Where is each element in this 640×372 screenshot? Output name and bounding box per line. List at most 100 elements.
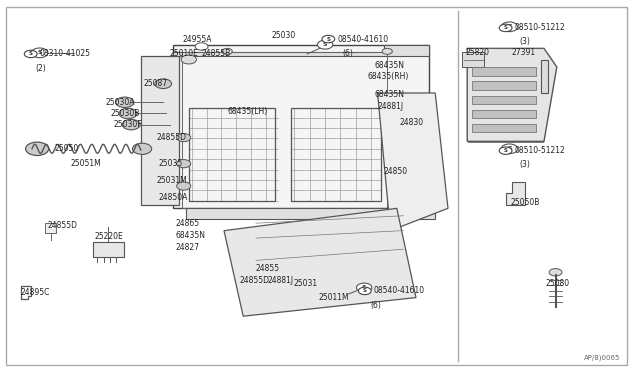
- Circle shape: [499, 24, 512, 32]
- Text: (3): (3): [520, 37, 531, 46]
- Circle shape: [181, 55, 196, 64]
- Text: 68435(RH): 68435(RH): [368, 72, 410, 81]
- Polygon shape: [467, 48, 557, 141]
- Text: S: S: [363, 288, 367, 294]
- Bar: [189, 108, 275, 201]
- Circle shape: [119, 108, 137, 119]
- Circle shape: [358, 287, 371, 295]
- Polygon shape: [472, 96, 536, 104]
- Text: 25031M: 25031M: [157, 176, 188, 185]
- Text: 25050B: 25050B: [511, 198, 540, 207]
- Bar: [462, 52, 484, 67]
- Text: 25010E: 25010E: [170, 49, 198, 58]
- Bar: [45, 223, 56, 232]
- Text: 24881J: 24881J: [378, 102, 404, 110]
- Text: 25030A: 25030A: [106, 98, 135, 107]
- Polygon shape: [472, 110, 536, 118]
- Text: S: S: [37, 50, 42, 55]
- Polygon shape: [173, 45, 429, 56]
- Circle shape: [24, 50, 37, 58]
- Polygon shape: [224, 208, 416, 316]
- Text: (6): (6): [370, 301, 381, 310]
- Text: S: S: [504, 25, 508, 31]
- Text: 68435(LH): 68435(LH): [227, 107, 268, 116]
- Circle shape: [132, 143, 152, 154]
- Text: (3): (3): [520, 160, 531, 169]
- Circle shape: [501, 144, 518, 154]
- Text: 25087: 25087: [144, 79, 168, 88]
- Text: 68435N: 68435N: [374, 61, 404, 70]
- Polygon shape: [378, 93, 448, 231]
- Text: 68435N: 68435N: [176, 231, 206, 240]
- Text: 08540-41610: 08540-41610: [374, 286, 425, 295]
- Text: 25011M: 25011M: [319, 293, 349, 302]
- Text: 08510-51212: 08510-51212: [515, 23, 565, 32]
- Circle shape: [122, 119, 140, 130]
- Polygon shape: [506, 182, 525, 205]
- Text: S: S: [362, 285, 367, 290]
- Bar: [182, 52, 387, 208]
- Text: 25030B: 25030B: [110, 109, 140, 118]
- Text: 24850: 24850: [384, 167, 408, 176]
- Text: AP/8)0065: AP/8)0065: [584, 355, 621, 361]
- Circle shape: [26, 142, 49, 155]
- Polygon shape: [141, 56, 179, 205]
- Text: 25820: 25820: [466, 48, 490, 57]
- Circle shape: [31, 48, 48, 58]
- Text: 24855D: 24855D: [240, 276, 270, 285]
- Text: S: S: [326, 36, 330, 42]
- Text: 08510-51212: 08510-51212: [515, 146, 565, 155]
- Text: 24827: 24827: [176, 243, 200, 252]
- Text: 25220E: 25220E: [95, 232, 124, 241]
- Text: 25050: 25050: [54, 144, 79, 153]
- Circle shape: [356, 283, 372, 292]
- Text: 08540-41610: 08540-41610: [337, 35, 388, 44]
- Text: 24865: 24865: [176, 219, 200, 228]
- Circle shape: [155, 79, 172, 89]
- Polygon shape: [472, 67, 536, 76]
- Circle shape: [177, 134, 191, 142]
- Text: 08310-41025: 08310-41025: [40, 49, 91, 58]
- Text: 68435N: 68435N: [374, 90, 404, 99]
- Text: 24855: 24855: [256, 264, 280, 273]
- Text: (6): (6): [342, 49, 353, 58]
- Text: 24850A: 24850A: [159, 193, 188, 202]
- Text: 24895C: 24895C: [20, 288, 50, 296]
- Text: S: S: [504, 148, 508, 153]
- Circle shape: [322, 35, 335, 43]
- Text: 25030: 25030: [272, 31, 296, 40]
- Text: 24855D: 24855D: [157, 133, 187, 142]
- Circle shape: [382, 48, 392, 54]
- Circle shape: [177, 182, 191, 190]
- Polygon shape: [472, 124, 536, 132]
- Text: 24881J: 24881J: [268, 276, 294, 285]
- Text: 27391: 27391: [512, 48, 536, 57]
- Polygon shape: [186, 208, 435, 231]
- Bar: [93, 242, 124, 257]
- Text: 24855B: 24855B: [202, 49, 231, 58]
- Text: 25035: 25035: [159, 159, 183, 168]
- Text: S: S: [507, 24, 512, 29]
- Text: 24955A: 24955A: [182, 35, 212, 44]
- Bar: [541, 60, 548, 93]
- Polygon shape: [472, 81, 536, 90]
- Circle shape: [116, 97, 134, 108]
- Bar: [291, 108, 381, 201]
- Circle shape: [222, 48, 232, 54]
- Text: 25031: 25031: [293, 279, 317, 288]
- Circle shape: [501, 22, 518, 32]
- Text: 24855D: 24855D: [48, 221, 78, 230]
- Circle shape: [177, 160, 191, 168]
- Circle shape: [499, 147, 512, 154]
- Text: 25051M: 25051M: [70, 159, 101, 168]
- Text: S: S: [507, 146, 512, 151]
- Polygon shape: [173, 45, 429, 208]
- Circle shape: [195, 43, 208, 50]
- Text: 25030F: 25030F: [114, 120, 143, 129]
- Circle shape: [317, 40, 333, 49]
- Text: 24830: 24830: [400, 118, 424, 127]
- Text: S: S: [29, 51, 33, 57]
- Text: 25080: 25080: [545, 279, 570, 288]
- Text: (2): (2): [35, 64, 46, 73]
- Circle shape: [549, 269, 562, 276]
